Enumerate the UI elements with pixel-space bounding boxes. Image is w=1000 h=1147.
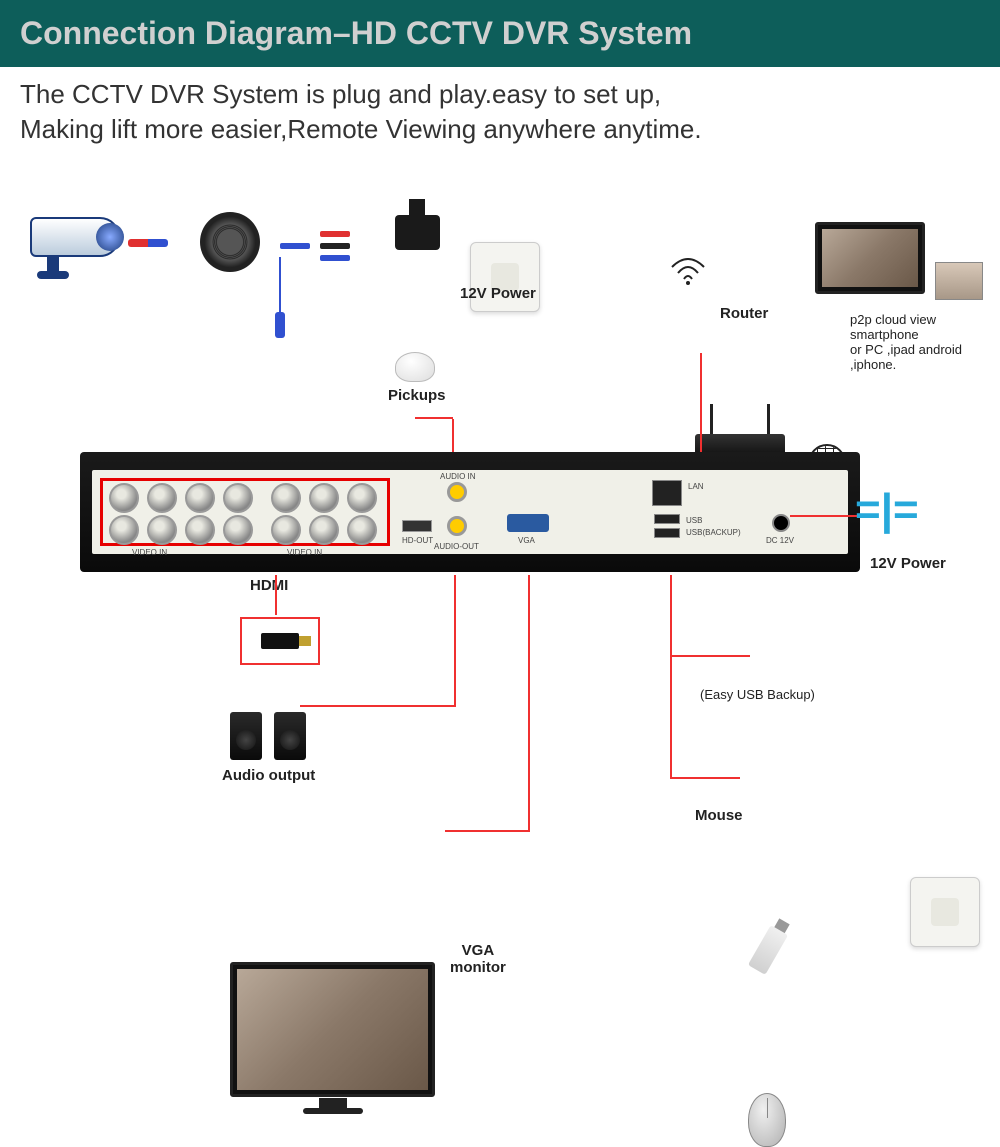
- hdmi-connector-box: [240, 617, 320, 665]
- hd-out-label: HD-OUT: [402, 536, 433, 545]
- page-header: Connection Diagram–HD CCTV DVR System: [0, 0, 1000, 67]
- mouse-label: Mouse: [695, 807, 743, 824]
- hdmi-label: HDMI: [250, 577, 288, 594]
- connection-diagram: 12V Power Pickups Router p2p cloud view …: [0, 157, 1000, 977]
- cable-splitter-icon: [280, 227, 350, 267]
- audio-out-label: AUDIO-OUT: [434, 542, 479, 551]
- dvr-unit: VIDEO IN VIDEO IN AUDIO IN AUDIO-OUT HD-…: [80, 452, 860, 572]
- dc-12v-port: [772, 514, 790, 532]
- video-in-label-2: VIDEO IN: [287, 548, 322, 557]
- mouse-line-v: [670, 657, 672, 777]
- vga-port: [507, 514, 549, 532]
- cable-coil-icon: [200, 212, 260, 272]
- hdmi-port: [402, 520, 432, 532]
- pickup-mic-icon: [395, 352, 435, 382]
- usb-stick-icon: [748, 925, 788, 975]
- audio-line: [454, 575, 456, 705]
- subtitle-line2: Making lift more easier,Remote Viewing a…: [20, 112, 980, 147]
- mouse-line-h: [670, 777, 740, 779]
- usb-port-1: [654, 514, 680, 524]
- bnc-input-group: [100, 478, 390, 546]
- mouse-icon: [748, 1093, 786, 1147]
- cloud-label: p2p cloud view smartphone or PC ,ipad an…: [850, 312, 1000, 372]
- power-adapter-icon: [395, 215, 440, 250]
- router-label: Router: [720, 305, 768, 322]
- speakers-icon: [230, 712, 306, 765]
- dvr-back-panel: VIDEO IN VIDEO IN AUDIO IN AUDIO-OUT HD-…: [92, 470, 848, 554]
- usb-backup-label: (Easy USB Backup): [700, 687, 815, 702]
- power-right-label: 12V Power: [870, 555, 946, 572]
- dc12v-label: DC 12V: [766, 536, 794, 545]
- bnc-connector-icon: [128, 239, 168, 247]
- hdmi-line: [275, 575, 277, 615]
- usb-line: [670, 575, 672, 655]
- audio-in-label: AUDIO IN: [440, 472, 476, 481]
- audio-in-port: [447, 482, 467, 502]
- camera-to-dvr-line: [279, 257, 281, 315]
- audio-line-h: [300, 705, 456, 707]
- usb-label: USB: [686, 516, 702, 525]
- pickups-label: Pickups: [388, 387, 446, 404]
- subtitle-line1: The CCTV DVR System is plug and play.eas…: [20, 77, 980, 112]
- cctv-camera-icon: [30, 217, 120, 257]
- audio-out-port: [447, 516, 467, 536]
- vga-monitor-label: VGA monitor: [450, 942, 506, 976]
- vga-label: VGA: [518, 536, 535, 545]
- power-top-label: 12V Power: [460, 285, 536, 302]
- router-line: [700, 353, 702, 463]
- vga-line: [528, 575, 530, 830]
- vga-line-h: [445, 830, 530, 832]
- usb-line-h: [670, 655, 750, 657]
- cloud-devices-icon: [815, 222, 925, 294]
- audio-output-label: Audio output: [222, 767, 315, 784]
- power-bracket-icon: =|=: [855, 485, 919, 535]
- vga-monitor-icon: [230, 962, 435, 1097]
- usb-backup-port-label: USB(BACKUP): [686, 528, 741, 537]
- wall-outlet-right-icon: [910, 877, 980, 947]
- lan-port: [652, 480, 682, 506]
- header-title: Connection Diagram–HD CCTV DVR System: [20, 15, 692, 51]
- lan-label: LAN: [688, 482, 704, 491]
- pickup-line-h: [415, 417, 453, 419]
- usb-port-2: [654, 528, 680, 538]
- video-in-label-1: VIDEO IN: [132, 548, 167, 557]
- wifi-icon: [670, 257, 706, 292]
- subtitle-block: The CCTV DVR System is plug and play.eas…: [0, 67, 1000, 157]
- bnc-plug-icon: [275, 312, 285, 338]
